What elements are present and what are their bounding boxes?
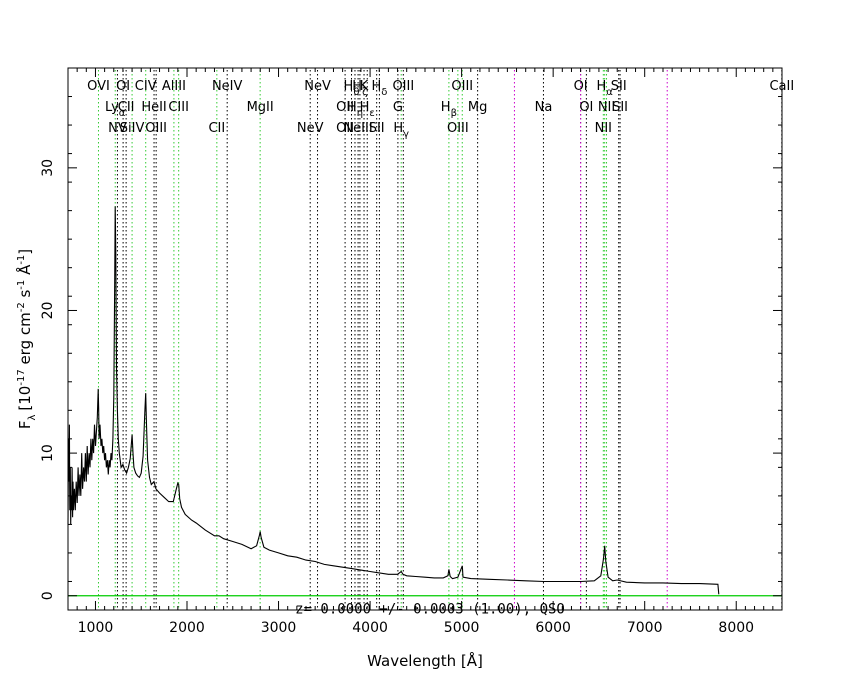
line-label: NV — [108, 121, 127, 136]
line-label: CIV — [135, 79, 157, 94]
line-label: NII — [598, 100, 615, 115]
line-label: OII — [336, 100, 354, 115]
line-label: NeIII — [343, 121, 372, 136]
y-label-f: F — [16, 421, 34, 430]
line-label: SII — [611, 79, 627, 94]
line-label: OI — [574, 79, 588, 94]
y-tick-label: 30 — [40, 159, 56, 177]
y-label-exp: -17 — [16, 369, 27, 385]
line-label: Lyα — [105, 100, 126, 119]
x-tick-label: 7000 — [627, 620, 663, 636]
line-label: Hη — [347, 100, 363, 119]
y-axis-ticks: 0 10 20 30 — [40, 67, 782, 611]
line-label: CII — [208, 121, 225, 136]
line-label: Hδ — [371, 79, 387, 98]
line-label: CIII — [168, 100, 189, 115]
y-label-unit: [10 — [16, 386, 34, 411]
line-label: K — [360, 79, 369, 94]
y-label-exp4: -1 — [16, 255, 27, 265]
line-label: Hβ — [441, 100, 457, 119]
line-label: OII — [336, 121, 354, 136]
line-label: NeV — [304, 79, 331, 94]
plot-frame — [67, 67, 783, 611]
y-label-exp2: -2 — [16, 302, 27, 312]
redshift-annotation: z= 0.0000 +/- 0.0003 (1.00), QSO — [295, 602, 565, 618]
line-label: OIII — [145, 121, 167, 136]
line-label: OI — [579, 100, 593, 115]
x-axis-ticks: 1000 2000 3000 4000 5000 6000 7000 8000 — [67, 68, 783, 636]
emission-line-labels: OVI Lyα NV OI CII SiIV CIV HeII OIII AlIII CIII CII… — [87, 79, 794, 140]
y-label-sub: λ — [27, 415, 38, 421]
line-label: Hε — [360, 100, 375, 119]
line-label: Hθ — [344, 79, 360, 98]
line-label: G — [393, 100, 403, 115]
line-label: SII — [612, 100, 628, 115]
line-label: Na — [535, 100, 553, 115]
line-label: NII — [595, 121, 612, 136]
x-axis-label: Wavelength [Å] — [367, 651, 483, 670]
line-label: OIII — [447, 121, 469, 136]
y-label-exp3: -1 — [16, 280, 27, 290]
y-tick-label: 10 — [40, 444, 56, 462]
line-label: OVI — [87, 79, 110, 94]
y-axis-label: Fλ[10-17 erg cm-2 s-1 Å-1] — [15, 249, 38, 429]
line-label: CII — [118, 100, 135, 115]
line-label: Hζ — [352, 79, 367, 98]
line-label: NeV — [297, 121, 324, 136]
line-label: NeIV — [212, 79, 243, 94]
x-tick-label: 6000 — [535, 620, 571, 636]
line-label: SII — [369, 121, 385, 136]
line-label: MgII — [247, 100, 274, 115]
line-label: Hα — [597, 79, 614, 98]
line-label: Hγ — [393, 121, 409, 140]
y-tick-label: 0 — [40, 591, 56, 600]
line-label: Mg — [468, 100, 487, 115]
emission-line-markers — [97, 70, 783, 610]
line-label: HeII — [141, 100, 166, 115]
y-tick-label: 20 — [40, 302, 56, 320]
y-label-unit5: ] — [16, 249, 34, 255]
y-label-unit4: Å — [15, 264, 34, 280]
line-label: OI — [116, 79, 130, 94]
y-label-unit2: erg cm — [16, 312, 34, 369]
x-tick-label: 8000 — [718, 620, 754, 636]
line-label: OIII — [392, 79, 414, 94]
x-tick-label: 2000 — [169, 620, 205, 636]
x-tick-label: 4000 — [352, 620, 388, 636]
line-label: OIII — [451, 79, 473, 94]
x-tick-label: 3000 — [261, 620, 297, 636]
x-tick-label: 5000 — [444, 620, 480, 636]
line-label: AlIII — [162, 79, 186, 94]
x-tick-label: 1000 — [78, 620, 114, 636]
y-label-unit3: s — [16, 290, 34, 303]
spectrum-series-line — [67, 206, 720, 595]
line-label: SiIV — [120, 121, 145, 136]
